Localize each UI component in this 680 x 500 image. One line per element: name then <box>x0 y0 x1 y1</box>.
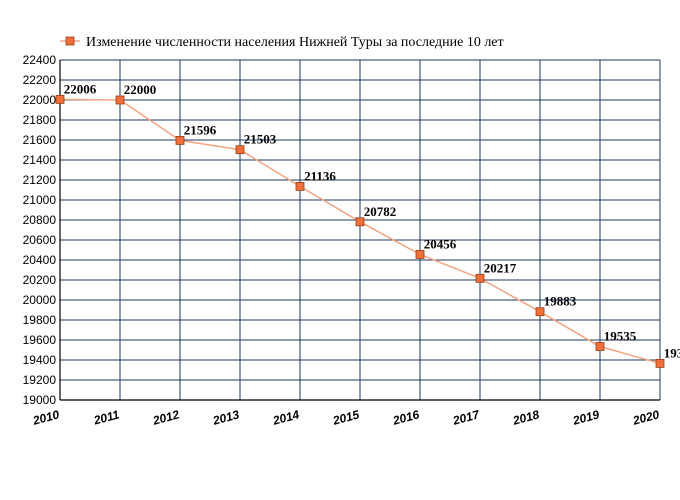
data-point <box>355 217 365 227</box>
data-label: 20782 <box>364 204 397 219</box>
x-tick-label: 2018 <box>510 407 541 428</box>
legend: Изменение численности населения Нижней Т… <box>60 35 504 50</box>
y-tick-label: 21200 <box>23 173 57 187</box>
data-label: 21596 <box>184 122 217 137</box>
x-tick-label: 2019 <box>570 407 601 428</box>
legend-label: Изменение численности населения Нижней Т… <box>86 35 504 50</box>
data-point <box>295 181 305 191</box>
y-tick-label: 19000 <box>23 393 57 407</box>
data-point <box>415 249 425 259</box>
y-tick-label: 21600 <box>23 133 57 147</box>
data-label: 21136 <box>304 168 336 183</box>
data-label: 21503 <box>244 132 277 147</box>
y-tick-label: 22000 <box>23 93 57 107</box>
y-tick-label: 20600 <box>23 233 57 247</box>
data-point <box>55 95 65 104</box>
x-tick-label: 2012 <box>150 407 181 428</box>
y-tick-label: 19400 <box>23 353 57 367</box>
data-point <box>175 135 185 145</box>
plot-area: 19000 19200 19400 19600 19800 20000 20200 20400… <box>23 53 680 428</box>
y-tick-label: 19600 <box>23 333 57 347</box>
data-point <box>655 358 665 368</box>
legend-marker-sample <box>65 36 75 46</box>
y-tick-label: 20000 <box>23 293 57 307</box>
y-tick-label: 19200 <box>23 373 57 387</box>
y-tick-label: 21800 <box>23 113 57 127</box>
y-tick-label: 20400 <box>23 253 57 267</box>
x-tick-label: 2010 <box>30 407 61 428</box>
data-label: 20456 <box>424 236 457 251</box>
data-label: 22000 <box>124 82 157 97</box>
data-label: 19883 <box>544 294 577 309</box>
data-label: 19535 <box>604 329 637 344</box>
data-point <box>115 95 125 105</box>
data-label: 19366 <box>664 345 680 360</box>
x-tick-label: 2014 <box>270 407 301 428</box>
y-tick-label: 21400 <box>23 153 57 167</box>
x-tick-label: 2020 <box>630 407 661 428</box>
x-tick-label: 2017 <box>450 407 482 428</box>
y-tick-label: 22200 <box>23 73 57 87</box>
y-tick-label: 20200 <box>23 273 57 287</box>
x-tick-label: 2016 <box>390 407 421 428</box>
y-tick-label: 22400 <box>23 53 57 67</box>
data-label: 22006 <box>64 81 97 96</box>
x-tick-label: 2011 <box>91 407 121 428</box>
data-point <box>535 307 545 317</box>
x-tick-label: 2015 <box>330 407 361 428</box>
data-point <box>475 273 485 283</box>
y-tick-label: 19800 <box>23 313 57 327</box>
y-tick-label: 21000 <box>23 193 57 207</box>
y-tick-label: 20800 <box>23 213 57 227</box>
data-point <box>235 145 245 155</box>
data-point <box>595 342 605 351</box>
x-tick-label: 2013 <box>210 407 241 428</box>
data-label: 20217 <box>484 260 517 275</box>
